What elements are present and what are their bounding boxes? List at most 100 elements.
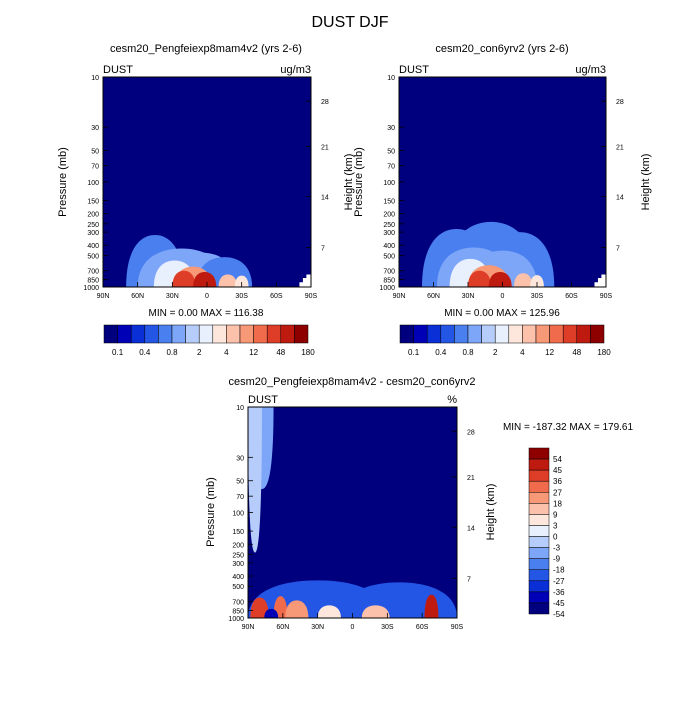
colorbar-label: 0.4 bbox=[435, 348, 447, 357]
colorbar-label: 12 bbox=[249, 348, 258, 357]
x-tick-label: 90N bbox=[393, 293, 406, 300]
colorbar-box bbox=[494, 324, 510, 344]
colorbar-box bbox=[198, 324, 214, 344]
colorbar-box bbox=[280, 324, 295, 344]
y-tick-label: 250 bbox=[383, 222, 395, 229]
panel-1-units: ug/m3 bbox=[280, 64, 311, 76]
colorbar-box bbox=[508, 324, 523, 344]
colorbar-box bbox=[528, 536, 550, 548]
colorbar-box bbox=[528, 525, 550, 537]
height-tick-label: 21 bbox=[616, 145, 624, 152]
panel-3: cesm20_Pengfeiexp8mam4v2 - cesm20_con6yr… bbox=[205, 376, 633, 631]
colorbar-label: -45 bbox=[553, 599, 565, 608]
x-tick-label: 30N bbox=[166, 293, 179, 300]
y-tick-label: 250 bbox=[87, 222, 99, 229]
y-tick-label: 200 bbox=[232, 542, 244, 549]
colorbar-label: 36 bbox=[553, 477, 562, 486]
contour-region bbox=[172, 270, 196, 287]
x-tick-label: 60N bbox=[276, 624, 289, 631]
colorbar-box bbox=[226, 324, 241, 344]
x-tick-label: 30S bbox=[235, 293, 248, 300]
y-tick-label: 30 bbox=[91, 125, 99, 132]
field-background bbox=[248, 407, 457, 618]
colorbar-box bbox=[528, 503, 550, 515]
y-tick-label: 500 bbox=[87, 253, 99, 260]
y-tick-label: 300 bbox=[232, 561, 244, 568]
colorbar-label: 45 bbox=[553, 466, 562, 475]
colorbar-box bbox=[535, 324, 550, 344]
contour-region bbox=[264, 608, 279, 618]
panel-2-plot: 1030507010015020025030040050070085010002… bbox=[379, 75, 623, 300]
panel-2-title: cesm20_con6yrv2 (yrs 2-6) bbox=[435, 43, 568, 55]
colorbar-box bbox=[528, 547, 550, 559]
contour-region bbox=[234, 275, 249, 287]
colorbar-box bbox=[212, 324, 227, 344]
panel-3-ylabel-right: Height (km) bbox=[485, 484, 497, 541]
height-tick-label: 28 bbox=[616, 99, 624, 106]
x-tick-label: 60N bbox=[427, 293, 440, 300]
height-tick-label: 21 bbox=[321, 145, 329, 152]
colorbar-box bbox=[528, 480, 550, 493]
panel-3-variable: DUST bbox=[248, 394, 278, 406]
panel-3-stats: MIN = -187.32 MAX = 179.61 bbox=[503, 422, 634, 433]
height-tick-label: 7 bbox=[616, 245, 620, 252]
colorbar-box bbox=[528, 469, 550, 482]
colorbar-label: -27 bbox=[553, 577, 565, 586]
colorbar-box bbox=[590, 324, 605, 344]
colorbar-box bbox=[528, 602, 550, 615]
y-tick-label: 300 bbox=[87, 230, 99, 237]
colorbar-box bbox=[528, 458, 550, 471]
colorbar-box bbox=[426, 324, 442, 344]
x-tick-label: 0 bbox=[205, 293, 209, 300]
colorbar-label: 0.1 bbox=[112, 348, 124, 357]
contour-region bbox=[424, 594, 439, 618]
colorbar-box bbox=[171, 324, 186, 344]
colorbar-label: 0.8 bbox=[166, 348, 178, 357]
panel-2-stats: MIN = 0.00 MAX = 125.96 bbox=[444, 308, 560, 319]
y-tick-label: 850 bbox=[87, 278, 99, 285]
colorbar-box bbox=[117, 324, 132, 344]
panel-3-ylabel: Pressure (mb) bbox=[205, 477, 217, 547]
x-tick-label: 30N bbox=[311, 624, 324, 631]
colorbar-box bbox=[253, 324, 268, 344]
panel-2-colorbar: 0.1 0.4 0.8 2 4 12 48 180 bbox=[399, 324, 611, 357]
y-tick-label: 50 bbox=[387, 148, 395, 155]
colorbar-box bbox=[528, 558, 550, 570]
colorbar-label: 180 bbox=[597, 348, 611, 357]
y-tick-label: 10 bbox=[387, 75, 395, 82]
colorbar-box bbox=[185, 324, 200, 344]
y-tick-label: 150 bbox=[87, 198, 99, 205]
colorbar-label: 12 bbox=[545, 348, 554, 357]
height-tick-label: 14 bbox=[616, 195, 624, 202]
colorbar-box bbox=[130, 324, 146, 344]
colorbar-box bbox=[522, 324, 537, 344]
x-tick-label: 30N bbox=[462, 293, 475, 300]
colorbar-box bbox=[440, 324, 455, 344]
colorbar-label: -3 bbox=[553, 544, 561, 553]
panel-2: cesm20_con6yrv2 (yrs 2-6) DUST ug/m3 Pre… bbox=[353, 43, 652, 357]
colorbar-box bbox=[562, 324, 578, 344]
contour-region bbox=[317, 605, 341, 618]
panel-1-plot: 1030507010015020025030040050070085010002… bbox=[83, 75, 328, 300]
height-tick-label: 21 bbox=[467, 475, 475, 482]
colorbar-label: 27 bbox=[553, 488, 562, 497]
y-tick-label: 50 bbox=[91, 148, 99, 155]
x-tick-label: 30S bbox=[531, 293, 544, 300]
figure-title: DUST DJF bbox=[311, 14, 388, 31]
y-tick-label: 700 bbox=[383, 269, 395, 276]
panel-1-stats: MIN = 0.00 MAX = 116.38 bbox=[149, 308, 264, 319]
colorbar-box bbox=[528, 447, 550, 460]
colorbar-label: 3 bbox=[553, 521, 558, 530]
x-tick-label: 60N bbox=[131, 293, 144, 300]
x-tick-label: 90N bbox=[242, 624, 255, 631]
x-tick-label: 90S bbox=[451, 624, 464, 631]
colorbar-box bbox=[144, 324, 159, 344]
panel-1-ylabel-right: Height (km) bbox=[343, 154, 355, 211]
contour-region bbox=[514, 273, 533, 287]
y-tick-label: 150 bbox=[383, 198, 395, 205]
y-tick-label: 700 bbox=[232, 600, 244, 607]
y-tick-label: 100 bbox=[383, 180, 395, 187]
y-tick-label: 70 bbox=[387, 164, 395, 171]
y-tick-label: 70 bbox=[91, 164, 99, 171]
